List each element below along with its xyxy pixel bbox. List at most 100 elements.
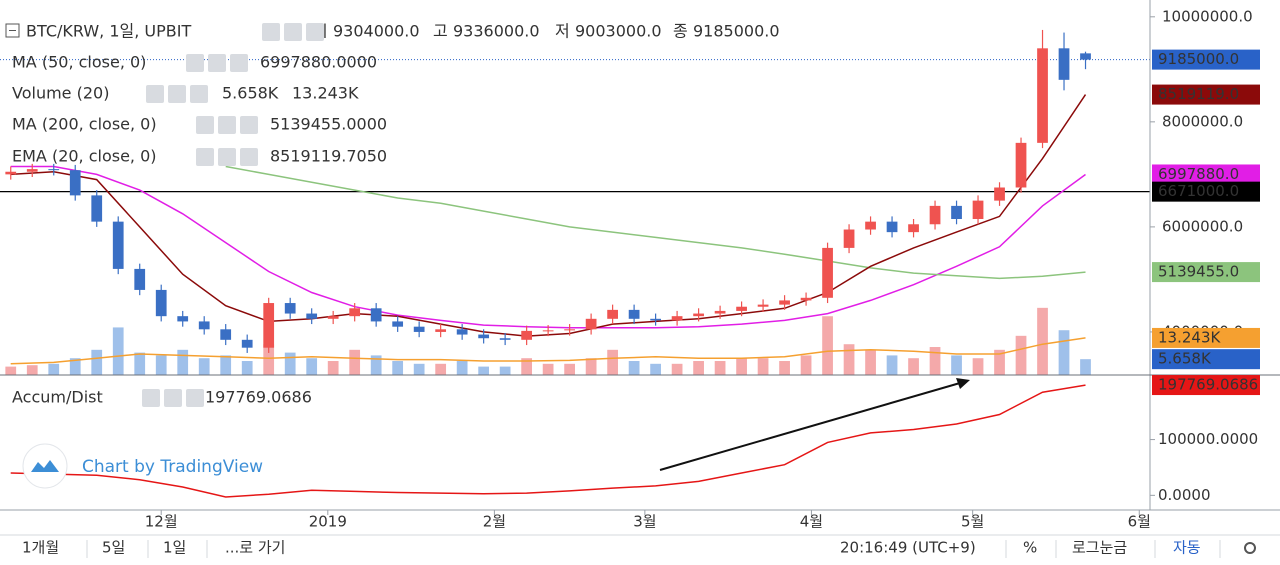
legend-icon	[262, 23, 280, 41]
volume-bar	[951, 355, 962, 375]
auto-button[interactable]: 자동	[1173, 539, 1201, 557]
x-tick-label: 2월	[483, 513, 506, 531]
candle-body	[714, 310, 726, 314]
ohlc-value: 9336000.0	[453, 22, 540, 41]
y-tick-label: 6000000.0	[1162, 217, 1243, 235]
candle-body	[370, 308, 382, 322]
candle-body	[628, 309, 640, 319]
indicator-value: 5.658K	[222, 84, 279, 103]
range-button[interactable]: 1일	[163, 539, 186, 557]
axis-value-label: 8519119.0	[1158, 85, 1239, 103]
volume-bar	[1058, 330, 1070, 375]
volume-bar	[585, 358, 597, 375]
legend-icon	[306, 23, 324, 41]
y-tick-label: 8000000.0	[1162, 112, 1243, 130]
candle-body	[69, 170, 81, 196]
percent-button[interactable]: %	[1023, 539, 1037, 557]
indicator-name: Volume (20)	[12, 84, 109, 103]
candle-body	[499, 338, 511, 340]
candle-body	[671, 316, 683, 321]
indicator-value: 8519119.7050	[270, 147, 387, 166]
volume-bar	[91, 349, 103, 375]
indicator-line	[225, 165, 1086, 280]
candle-body	[1080, 53, 1091, 60]
indicator-value: 197769.0686	[205, 388, 312, 407]
candle-body	[1058, 48, 1070, 80]
axis-value-label: 13.243K	[1158, 328, 1221, 346]
candle-body	[456, 329, 468, 335]
volume-bar	[69, 358, 81, 375]
legend-icon	[218, 148, 236, 166]
range-button[interactable]: 5일	[102, 539, 125, 557]
goto-button[interactable]: ...로 가기	[225, 539, 285, 557]
plot-area	[0, 29, 1150, 498]
candle-body	[693, 313, 704, 317]
trend-arrow	[659, 382, 961, 471]
candle-body	[822, 247, 833, 298]
volume-bar	[435, 363, 447, 375]
volume-bar	[112, 327, 124, 375]
candle-body	[1015, 142, 1027, 188]
volume-bar	[994, 349, 1005, 375]
volume-bar	[929, 347, 941, 375]
volume-bar	[650, 363, 661, 375]
volume-bar	[478, 366, 490, 375]
legend-icon	[196, 148, 214, 166]
candle-body	[843, 229, 855, 248]
legend-icon	[190, 85, 208, 103]
settings-button[interactable]	[1244, 542, 1256, 554]
legend-icon	[240, 148, 258, 166]
candle-body	[48, 169, 60, 171]
volume-bar	[908, 358, 919, 375]
ohlc-value: 9003000.0	[575, 22, 662, 41]
volume-bar	[542, 363, 554, 375]
axis-value-label: 9185000.0	[1158, 50, 1239, 68]
candle-body	[349, 308, 361, 317]
candle-body	[779, 300, 790, 305]
legend-icon	[284, 23, 302, 41]
ad-line	[10, 384, 1086, 498]
candle-body	[263, 303, 275, 348]
legend-icon	[142, 389, 160, 407]
legend-icon	[168, 85, 186, 103]
volume-bar	[628, 361, 640, 375]
range-button[interactable]: 1개월	[22, 539, 59, 557]
axis-value-box	[1152, 327, 1260, 348]
indicator-value: 13.243K	[292, 84, 359, 103]
watermark[interactable]: Chart by TradingView	[82, 457, 263, 477]
volume-bar	[177, 349, 189, 375]
volume-bar	[757, 358, 769, 375]
axis-value-box	[1152, 349, 1260, 370]
ohlc-label: 저	[555, 22, 570, 41]
volume-bar	[413, 363, 425, 375]
axis-value-label: 197769.0686	[1158, 376, 1258, 394]
legend-icon	[186, 54, 204, 72]
collapse-icon[interactable]	[5, 23, 20, 38]
volume-bar	[392, 361, 404, 375]
volume-bar	[843, 344, 855, 375]
volume-bar	[714, 361, 726, 375]
volume-bar	[26, 365, 38, 375]
candle-body	[155, 289, 167, 317]
volume-bar	[736, 358, 747, 375]
x-tick-label: 5월	[961, 513, 984, 531]
candle-body	[929, 205, 941, 225]
indicator-value: 6997880.0000	[260, 53, 377, 72]
candle-body	[736, 306, 747, 311]
volume-bar	[48, 363, 60, 375]
volume-bar	[1037, 307, 1048, 375]
legend-icon	[218, 116, 236, 134]
candle-body	[800, 297, 812, 301]
candle-body	[134, 268, 146, 290]
volume-bar	[564, 363, 575, 375]
candle-body	[306, 313, 318, 319]
ohlc-value: 9304000.0	[333, 22, 420, 41]
axis-value-box	[1152, 375, 1260, 396]
indicator-name: Accum/Dist	[12, 388, 103, 407]
volume-bar	[327, 361, 339, 375]
ohlc-value: 9185000.0	[693, 22, 780, 41]
candle-body	[177, 316, 189, 322]
volume-bar	[263, 344, 275, 375]
log-button[interactable]: 로그눈금	[1072, 539, 1127, 557]
